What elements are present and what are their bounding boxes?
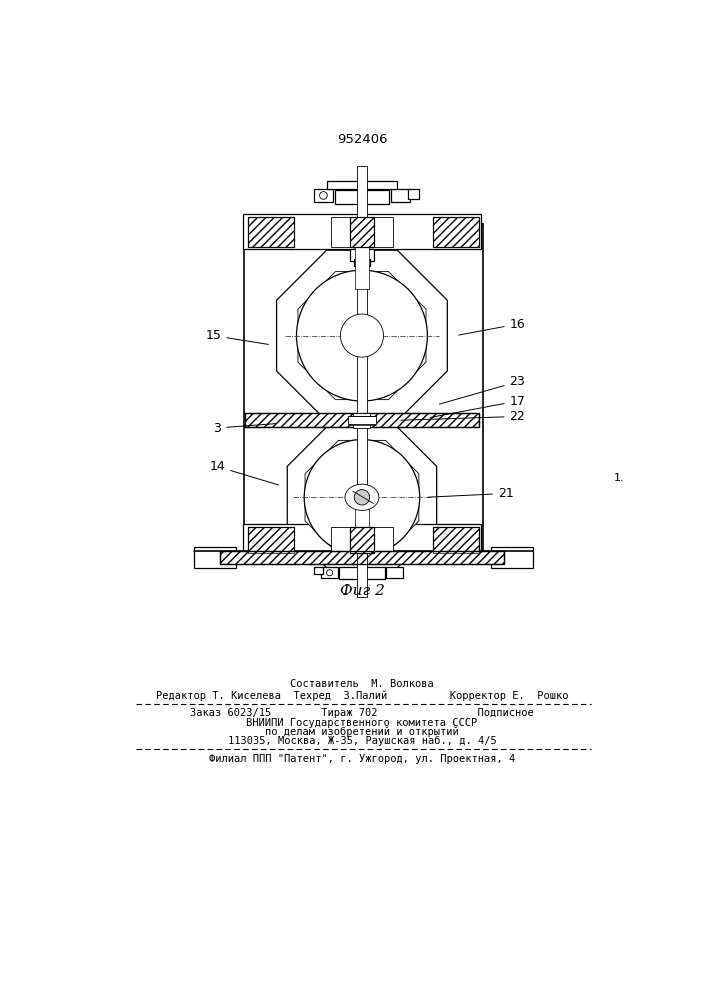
Bar [219,551,504,564]
Text: 952406: 952406 [337,133,387,146]
Polygon shape [276,250,448,421]
Bar [355,228,369,289]
Bar [433,527,479,553]
Circle shape [354,490,370,505]
Circle shape [327,570,333,576]
Bar [335,190,389,204]
Bar [355,505,369,551]
Text: 1.: 1. [614,473,624,483]
Bar [354,413,370,428]
Bar [351,527,373,553]
Circle shape [340,314,383,357]
Bar [339,567,385,579]
Bar [194,547,236,568]
Bar [248,217,294,247]
Bar [245,413,479,427]
Bar [321,567,338,578]
Text: Заказ 6023/15        Тираж 702                Подписное: Заказ 6023/15 Тираж 702 Подписное [190,708,534,718]
Bar [354,259,370,266]
Bar [245,413,479,427]
Bar [433,527,479,553]
Bar [248,527,294,553]
Polygon shape [287,423,437,572]
Bar [356,166,368,597]
Text: 17: 17 [430,395,525,417]
Bar [219,551,504,564]
Text: 14: 14 [209,460,279,485]
Circle shape [296,270,428,401]
Polygon shape [305,440,419,554]
Bar [351,527,373,553]
Bar [327,181,397,189]
Bar [351,217,373,247]
Circle shape [320,192,327,199]
Text: 22: 22 [401,410,525,423]
Text: Фиг 2: Фиг 2 [339,584,385,598]
Bar [245,413,479,427]
Text: Редактор Т. Киселева  Техред  З.Палий          Корректор Е.  Рошко: Редактор Т. Киселева Техред З.Палий Корр… [156,691,568,701]
Circle shape [304,440,420,555]
Text: 113035, Москва, Ж-35, Раушская наб., д. 4/5: 113035, Москва, Ж-35, Раушская наб., д. … [228,736,496,746]
Bar [331,217,393,247]
Text: 16: 16 [459,318,525,335]
Bar [348,416,376,424]
Bar [391,189,410,202]
Bar [350,249,374,261]
Bar [386,567,403,578]
Text: Филиал ППП "Патент", г. Ужгород, ул. Проектная, 4: Филиал ППП "Патент", г. Ужгород, ул. Про… [209,754,515,764]
Polygon shape [298,272,426,400]
Bar [433,217,479,247]
Bar [219,551,504,564]
Text: по делам изобретений и открытий: по делам изобретений и открытий [265,727,459,737]
Bar [351,217,373,247]
Text: 23: 23 [439,375,525,404]
Text: ВНИИПИ Государственного комитета СССР: ВНИИПИ Государственного комитета СССР [246,718,477,728]
Bar [243,214,481,249]
Bar [408,189,419,199]
Bar [243,524,481,555]
Ellipse shape [345,484,379,510]
Text: 15: 15 [206,329,269,344]
Bar [314,189,333,202]
Bar [248,217,294,247]
Bar [248,527,294,553]
Text: Составитель  М. Волкова: Составитель М. Волкова [290,679,434,689]
Bar [491,547,533,568]
Bar [331,527,393,553]
Text: 21: 21 [428,487,514,500]
Text: 3: 3 [214,422,276,434]
Bar [314,567,324,574]
Bar [433,217,479,247]
